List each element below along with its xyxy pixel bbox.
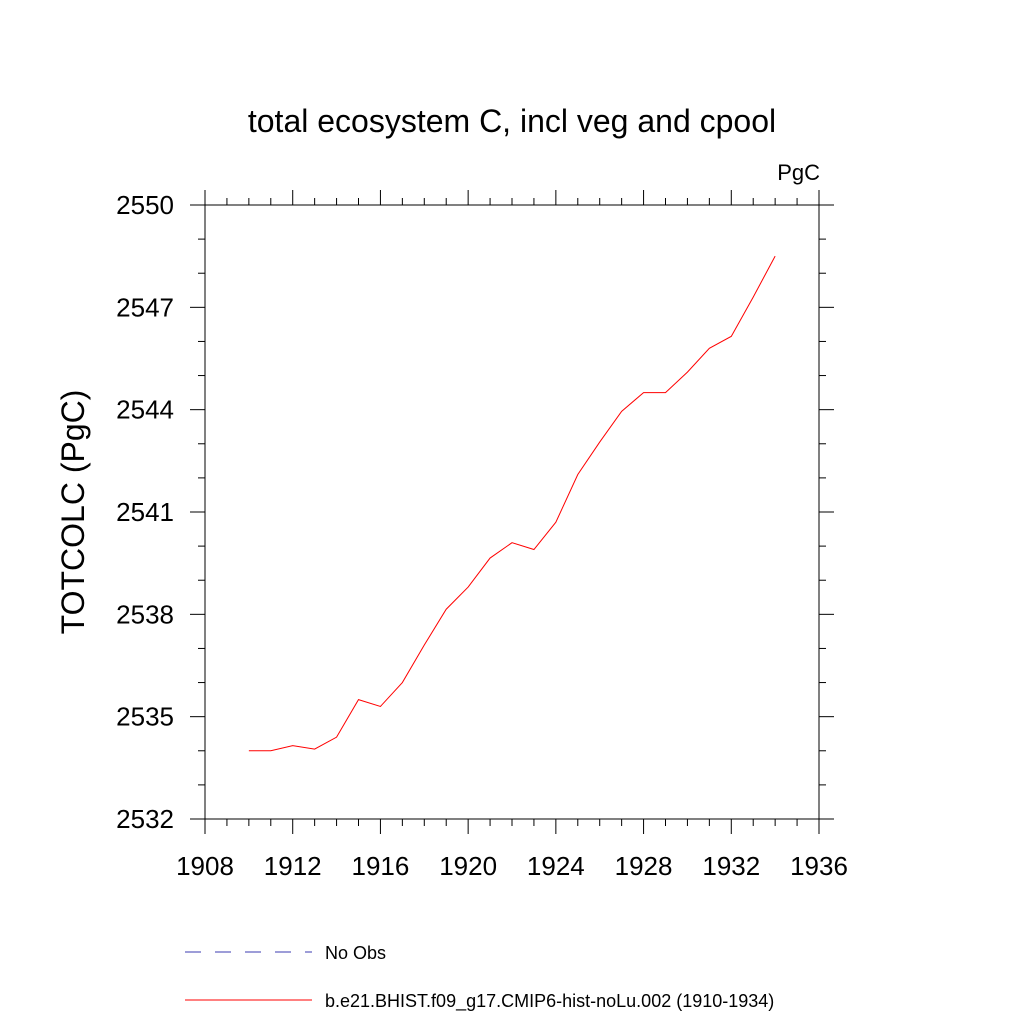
legend-label: No Obs: [325, 943, 386, 963]
y-tick-label: 2541: [116, 497, 174, 527]
legend-label: b.e21.BHIST.f09_g17.CMIP6-hist-noLu.002 …: [325, 991, 774, 1012]
x-tick-label: 1928: [615, 851, 673, 881]
y-tick-label: 2547: [116, 292, 174, 322]
x-tick-label: 1936: [790, 851, 848, 881]
series-line: [248, 255, 776, 752]
y-tick-label: 2535: [116, 702, 174, 732]
units-label: PgC: [777, 160, 820, 185]
x-tick-label: 1924: [527, 851, 585, 881]
y-tick-label: 2538: [116, 599, 174, 629]
axis-ticks: [190, 190, 834, 834]
plot-frame: [204, 204, 820, 820]
y-axis-label: TOTCOLC (PgC): [55, 390, 91, 635]
chart-title: total ecosystem C, incl veg and cpool: [248, 103, 776, 139]
series-layer: [248, 255, 776, 752]
y-tick-label: 2544: [116, 395, 174, 425]
y-tick-label: 2550: [116, 190, 174, 220]
x-tick-label: 1912: [264, 851, 322, 881]
x-tick-label: 1920: [439, 851, 497, 881]
legend: No Obs b.e21.BHIST.f09_g17.CMIP6-hist-noL…: [185, 943, 774, 1012]
x-tick-label: 1932: [702, 851, 760, 881]
x-tick-label: 1916: [352, 851, 410, 881]
x-tick-label: 1908: [176, 851, 234, 881]
y-tick-label: 2532: [116, 804, 174, 834]
axis-tick-labels: 1908 1912 1916 1920 1924 1928 1932 1936 2532 2535…: [116, 190, 848, 881]
